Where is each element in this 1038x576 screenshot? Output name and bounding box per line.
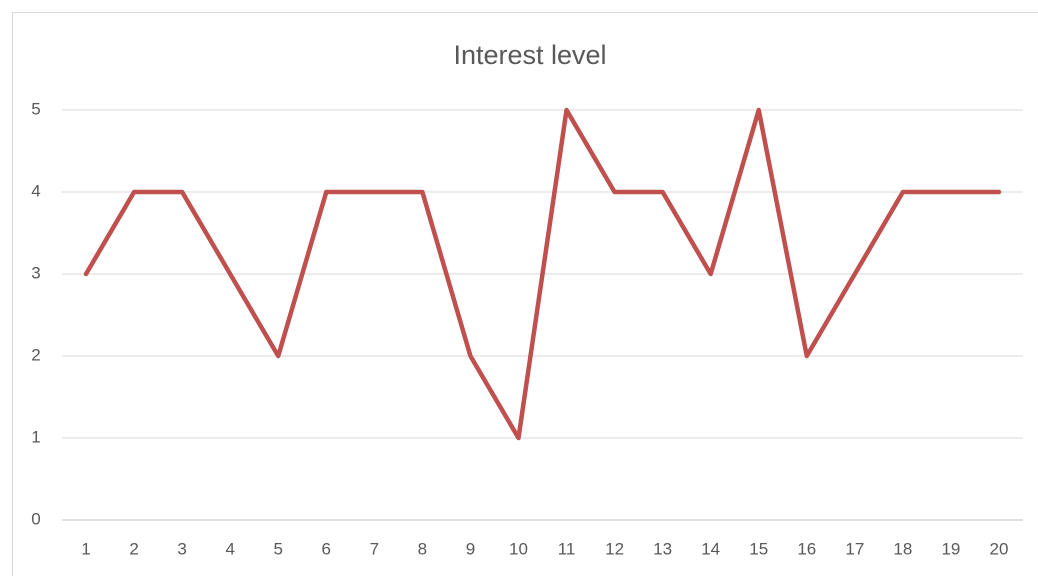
x-tick-label: 17 (845, 539, 864, 558)
x-tick-label: 3 (177, 539, 186, 558)
y-tick-label: 3 (31, 263, 40, 282)
x-tick-label: 2 (129, 539, 138, 558)
x-tick-label: 14 (701, 539, 720, 558)
x-tick-label: 10 (509, 539, 528, 558)
x-tick-label: 16 (797, 539, 816, 558)
x-tick-label: 18 (893, 539, 912, 558)
x-tick-label: 8 (418, 539, 427, 558)
y-tick-label: 0 (31, 509, 40, 528)
x-tick-label: 5 (273, 539, 282, 558)
x-tick-label: 11 (558, 539, 576, 558)
y-tick-label: 4 (31, 181, 40, 200)
x-tick-label: 12 (605, 539, 624, 558)
x-tick-label: 20 (990, 539, 1009, 558)
chart-title: Interest level (453, 40, 606, 70)
x-tick-label: 19 (941, 539, 960, 558)
x-tick-label: 9 (466, 539, 475, 558)
line-series (83, 107, 1002, 441)
x-tick-label: 4 (225, 539, 234, 558)
x-tick-label: 1 (81, 539, 90, 558)
y-tick-label: 5 (31, 99, 40, 118)
x-tick-label: 13 (653, 539, 672, 558)
y-tick-label: 1 (31, 427, 40, 446)
x-tick-label: 15 (749, 539, 768, 558)
chart-border (12, 12, 1038, 576)
y-tick-label: 2 (31, 345, 40, 364)
x-tick-label: 7 (370, 539, 379, 558)
x-tick-label: 6 (322, 539, 331, 558)
